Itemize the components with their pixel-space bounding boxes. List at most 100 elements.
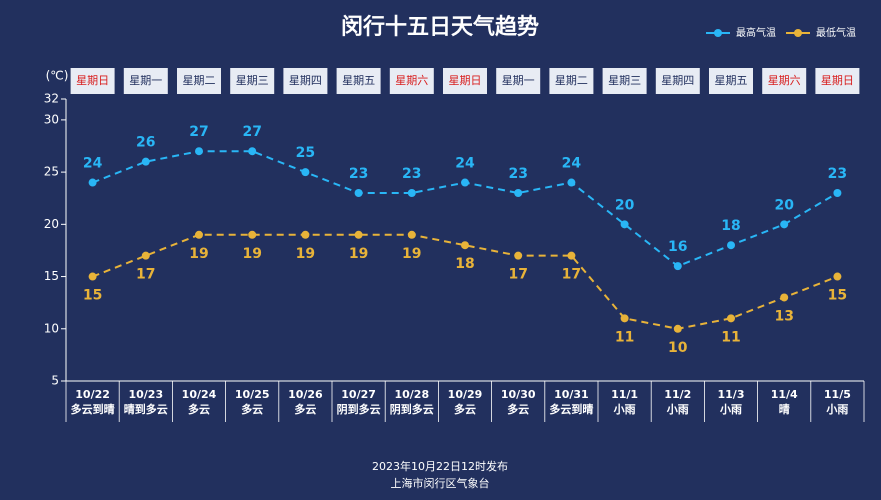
x-tick-label: 11/1: [611, 388, 638, 401]
footer: 2023年10月22日12时发布: [372, 459, 508, 473]
data-point: [620, 220, 629, 229]
data-label: 17: [508, 267, 527, 283]
weekday-box: [70, 68, 115, 94]
weather-label: 多云: [454, 402, 476, 416]
legend-marker: [794, 29, 802, 37]
data-label: 19: [189, 246, 208, 262]
weather-label: 小雨: [719, 402, 742, 416]
data-label: 17: [562, 267, 581, 283]
weekday-box: [655, 68, 700, 94]
data-point: [248, 230, 257, 239]
data-point: [780, 220, 789, 229]
data-point: [727, 314, 735, 323]
data-label: 24: [562, 156, 582, 172]
weekday-box: [709, 68, 753, 94]
weekday-box: [443, 68, 487, 94]
data-point: [833, 189, 842, 197]
y-tick-label: 5: [51, 374, 59, 388]
x-tick-label: 10/30: [501, 388, 536, 401]
y-tick-label: 32: [44, 92, 59, 106]
weather-label: 多云到晴: [71, 402, 115, 416]
y-tick-label: 25: [44, 165, 59, 179]
data-point: [301, 168, 310, 177]
x-tick-label: 10/29: [448, 388, 483, 401]
y-tick-label: 30: [44, 112, 59, 126]
weekday-label: 星期日: [449, 74, 482, 87]
data-label: 13: [774, 308, 793, 324]
data-point: [141, 251, 150, 260]
weekday-box: [336, 68, 381, 94]
y-tick-label: 15: [44, 269, 59, 283]
data-label: 26: [136, 135, 155, 151]
x-tick-label: 10/23: [128, 388, 163, 401]
data-point: [514, 251, 523, 260]
data-label: 19: [296, 246, 315, 262]
legend-marker: [714, 29, 722, 37]
data-label: 24: [455, 156, 475, 172]
data-label: 15: [83, 288, 102, 304]
data-point: [248, 147, 257, 156]
data-label: 19: [402, 246, 421, 262]
data-label: 23: [349, 166, 368, 182]
x-tick-label: 10/28: [394, 388, 429, 401]
weekday-label: 星期六: [395, 74, 428, 87]
weekday-box: [496, 68, 541, 94]
x-tick-label: 10/25: [235, 388, 270, 401]
weekday-label: 星期五: [342, 74, 375, 87]
data-point: [620, 314, 629, 323]
footer: 上海市闵行区气象台: [391, 476, 490, 490]
weekday-label: 星期三: [236, 74, 269, 87]
data-label: 10: [668, 340, 688, 356]
data-label: 23: [828, 166, 847, 182]
data-label: 20: [774, 197, 794, 213]
data-point: [461, 241, 469, 250]
x-tick-label: 10/22: [75, 388, 110, 401]
data-point: [673, 262, 682, 271]
weather-label: 多云: [294, 402, 316, 416]
data-label: 27: [242, 124, 261, 140]
data-point: [461, 178, 469, 187]
weekday-label: 星期四: [289, 74, 322, 87]
weekday-box: [283, 68, 328, 94]
weekday-label: 星期五: [715, 74, 748, 87]
data-point: [514, 189, 523, 197]
data-point: [567, 251, 576, 260]
y-axis-label: (℃): [46, 69, 69, 83]
weekday-label: 星期一: [502, 74, 535, 87]
weather-label: 小雨: [825, 402, 848, 416]
data-label: 19: [242, 246, 261, 262]
weekday-box: [762, 68, 807, 94]
data-label: 19: [349, 246, 368, 262]
data-label: 25: [296, 145, 315, 161]
data-point: [195, 147, 203, 156]
data-point: [407, 189, 416, 197]
weekday-box: [815, 68, 860, 94]
weather-label: 多云: [188, 402, 210, 416]
weekday-box: [549, 68, 594, 94]
weather-label: 小雨: [666, 402, 689, 416]
data-point: [567, 178, 576, 187]
weather-label: 多云: [241, 402, 263, 416]
series-line: [92, 233, 838, 330]
weekday-box: [602, 68, 647, 94]
x-tick-label: 11/5: [824, 388, 851, 401]
data-point: [354, 230, 363, 239]
data-label: 11: [721, 329, 740, 345]
data-point: [141, 157, 150, 166]
weekday-label: 星期四: [661, 74, 694, 87]
data-label: 24: [83, 156, 103, 172]
chart-title: 闵行十五日天气趋势: [341, 14, 539, 40]
data-label: 23: [508, 166, 527, 182]
weekday-label: 星期二: [555, 74, 588, 87]
weather-label: 晴: [779, 402, 790, 416]
data-point: [407, 230, 416, 239]
weather-label: 晴到多云: [124, 402, 168, 416]
data-label: 15: [828, 288, 847, 304]
x-tick-label: 11/3: [718, 388, 745, 401]
data-point: [88, 178, 97, 187]
x-tick-label: 10/24: [182, 388, 217, 401]
weekday-label: 星期日: [76, 74, 109, 87]
weather-label: 阴到多云: [337, 402, 381, 416]
data-label: 17: [136, 267, 155, 283]
data-label: 20: [615, 197, 635, 213]
